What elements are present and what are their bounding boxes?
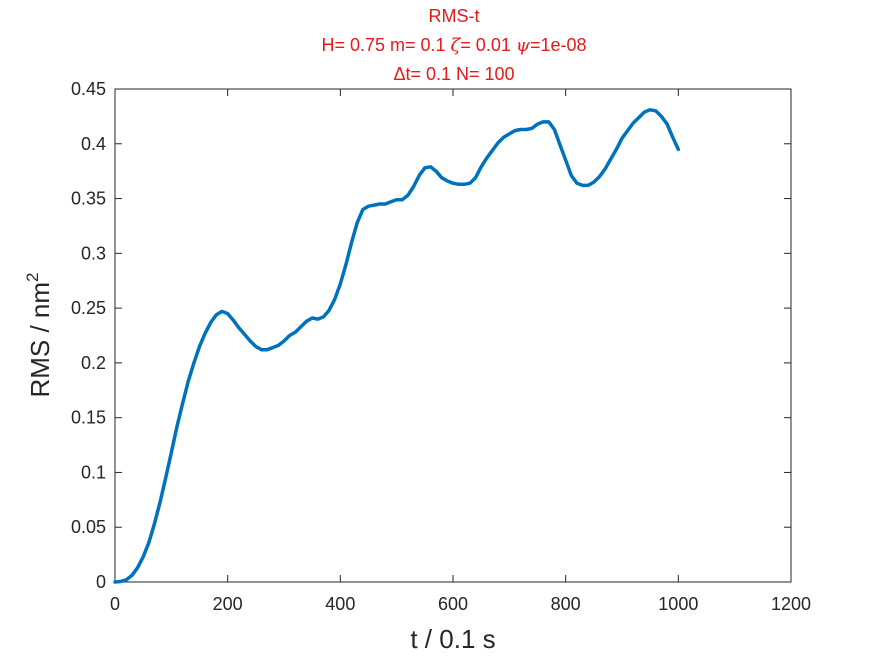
x-axis-ticks: 0 200 400 600 800 1000 1200	[110, 89, 811, 614]
x-tick-label: 1000	[658, 594, 698, 614]
subtitle-psi-value: =1e-08	[530, 35, 587, 55]
axes-box	[114, 88, 792, 583]
series-layer	[113, 108, 681, 584]
x-tick-label: 600	[438, 594, 468, 614]
y-axis-ticks: 0 0.05 0.1 0.15 0.2 0.25 0.3 0.35 0.4 0.45	[71, 79, 791, 592]
plot-area	[114, 88, 792, 583]
psi-symbol: ψ	[516, 35, 531, 56]
y-axis-label-text: RMS / nm	[25, 282, 55, 398]
x-tick-label: 400	[325, 594, 355, 614]
chart-subtitle-line-1: H= 0.75 m= 0.1 ζ= 0.01 ψ=1e-08	[321, 35, 586, 56]
y-axis-label: RMS / nm2	[23, 272, 55, 397]
y-tick-label: 0.35	[71, 189, 106, 209]
x-axis-label: t / 0.1 s	[410, 624, 495, 654]
x-tick-label: 200	[213, 594, 243, 614]
y-axis-label-superscript: 2	[23, 272, 42, 281]
x-tick-label: 800	[551, 594, 581, 614]
y-tick-label: 0.3	[81, 243, 106, 263]
subtitle-dt-n-text: t= 0.1 N= 100	[405, 64, 514, 84]
zeta-symbol: ζ	[451, 35, 462, 56]
subtitle-parameters-text: H= 0.75 m= 0.1	[321, 35, 450, 55]
y-tick-label: 0.15	[71, 408, 106, 428]
y-tick-label: 0.4	[81, 134, 106, 154]
y-tick-label: 0.2	[81, 353, 106, 373]
subtitle-zeta-value: = 0.01	[460, 35, 516, 55]
y-tick-label: 0.25	[71, 298, 106, 318]
y-tick-label: 0.05	[71, 517, 106, 537]
rms-series-line	[113, 108, 681, 584]
x-tick-label: 1200	[771, 594, 811, 614]
y-tick-label: 0	[96, 572, 106, 592]
chart-subtitle-line-2: Δt= 0.1 N= 100	[393, 64, 514, 84]
chart-title: RMS-t	[429, 6, 480, 26]
delta-symbol: Δ	[393, 64, 405, 84]
x-tick-label: 0	[110, 594, 120, 614]
y-tick-label: 0.1	[81, 462, 106, 482]
y-tick-label: 0.45	[71, 79, 106, 99]
